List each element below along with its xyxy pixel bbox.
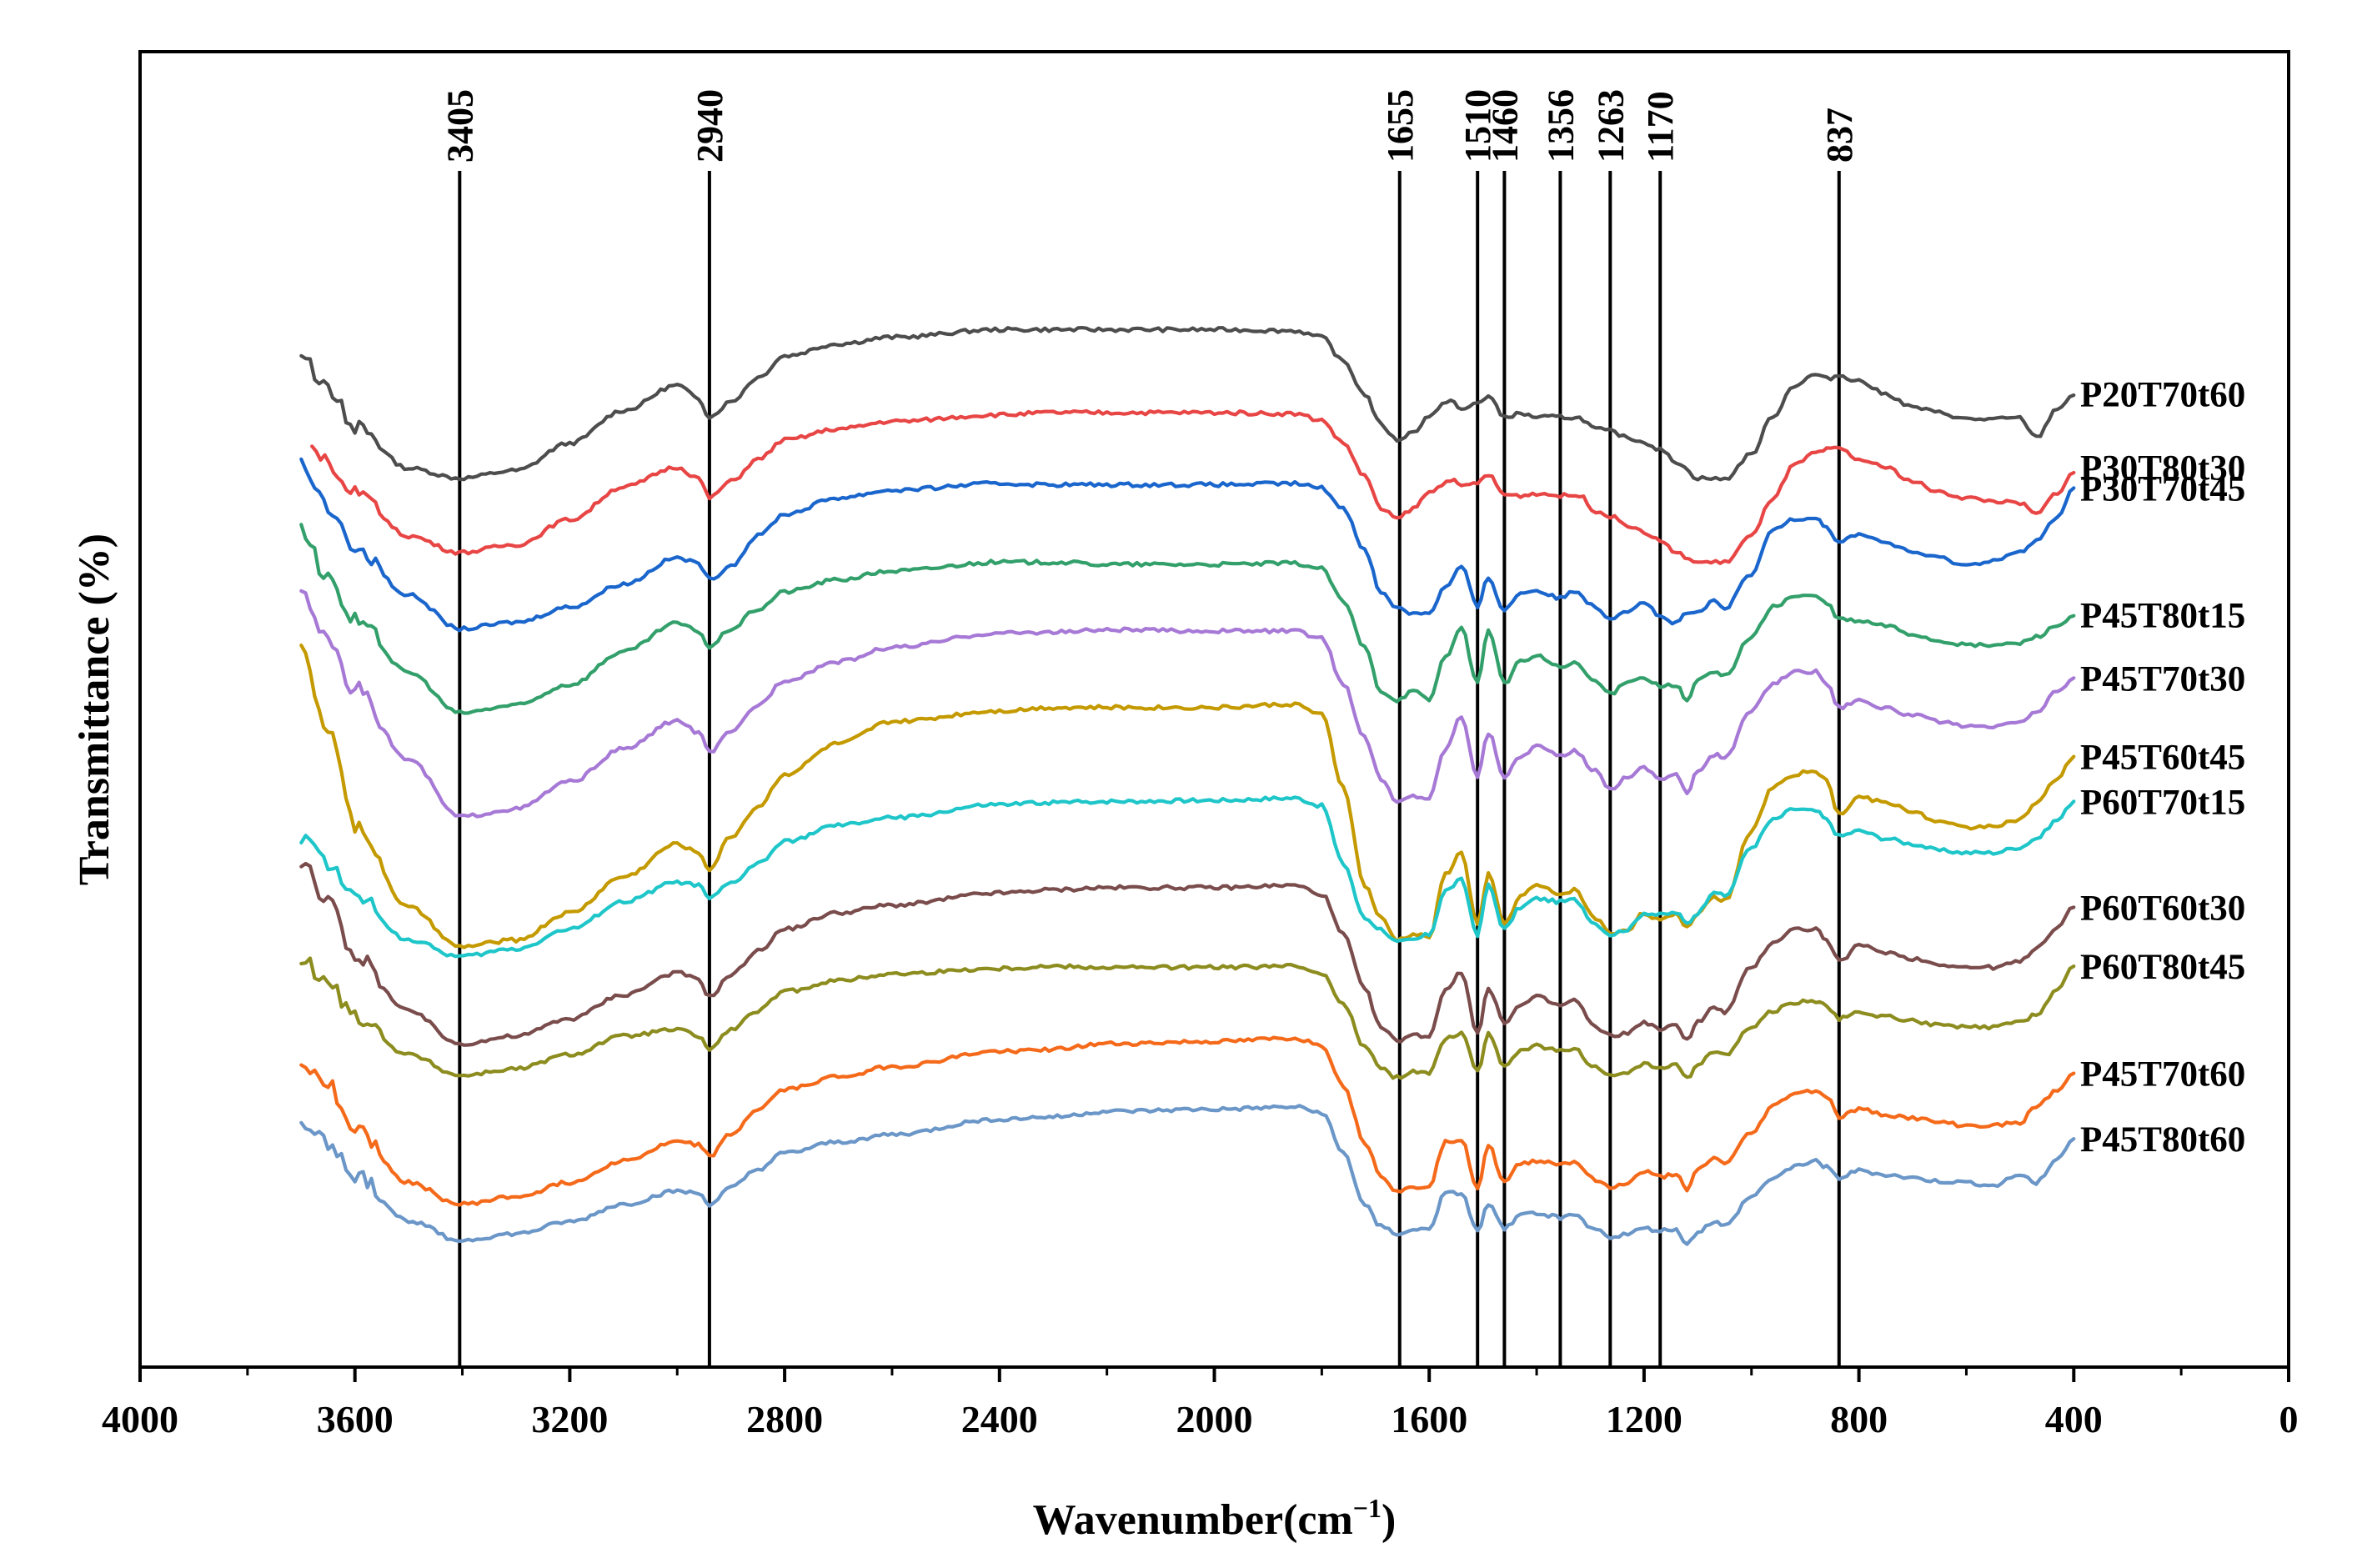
x-tick-label: 4000 bbox=[102, 1398, 178, 1440]
series-line-P45T60t45 bbox=[299, 644, 2076, 949]
series-label-P30T70t45: P30T70t45 bbox=[2080, 469, 2245, 508]
peak-label-3405: 3405 bbox=[439, 89, 480, 163]
x-tick-label: 400 bbox=[2045, 1398, 2103, 1440]
x-tick-label: 1600 bbox=[1391, 1398, 1467, 1440]
x-tick-label: 3200 bbox=[531, 1398, 608, 1440]
series-line-P45T80t15 bbox=[299, 523, 2076, 715]
series-label-P60T80t45: P60T80t45 bbox=[2080, 948, 2245, 987]
series-label-P60T70t15: P60T70t15 bbox=[2080, 783, 2245, 822]
peak-label-2940: 2940 bbox=[690, 89, 730, 163]
peak-label-1263: 1263 bbox=[1590, 89, 1631, 163]
x-tick-label: 1200 bbox=[1606, 1398, 1682, 1440]
series-line-P30T80t30 bbox=[310, 408, 2076, 565]
y-axis-label: Transmittance (%) bbox=[71, 534, 118, 885]
series-line-P60T60t30 bbox=[299, 861, 2076, 1047]
x-tick-label: 0 bbox=[2279, 1398, 2299, 1440]
series-label-P45T60t45: P45T60t45 bbox=[2080, 739, 2245, 778]
series-line-P60T70t15 bbox=[299, 795, 2076, 959]
series-line-P30T70t45 bbox=[299, 457, 2076, 633]
series-group bbox=[299, 326, 2076, 1246]
series-label-P60T60t30: P60T60t30 bbox=[2080, 889, 2245, 928]
series-line-P60T80t45 bbox=[299, 956, 2076, 1080]
series-label-P45T70t60: P45T70t60 bbox=[2080, 1055, 2245, 1095]
peak-label-1170: 1170 bbox=[1640, 91, 1681, 163]
series-label-P45T70t30: P45T70t30 bbox=[2080, 659, 2245, 699]
peak-label-837: 837 bbox=[1819, 108, 1860, 163]
peak-label-1510: 1510 bbox=[1457, 89, 1498, 163]
x-tick-label: 3600 bbox=[317, 1398, 394, 1440]
axes-group: 4000 3600 3200 2800 2400 2000 1600 1200 800 400 0 bbox=[102, 50, 2299, 1440]
x-tick-label: 2400 bbox=[961, 1398, 1038, 1440]
x-tick-label: 2000 bbox=[1176, 1398, 1253, 1440]
x-tick-label: 800 bbox=[1830, 1398, 1888, 1440]
peak-label-1356: 1356 bbox=[1540, 89, 1581, 163]
peak-label-1460: 1460 bbox=[1484, 89, 1525, 163]
series-line-P20T70t60 bbox=[299, 326, 2076, 482]
x-tick-label: 2800 bbox=[746, 1398, 823, 1440]
series-label-P45T80t60: P45T80t60 bbox=[2080, 1120, 2245, 1160]
peak-label-1655: 1655 bbox=[1380, 89, 1421, 163]
series-label-P45T80t15: P45T80t15 bbox=[2080, 596, 2245, 635]
series-label-P30T80t30: P30T80t30 bbox=[2080, 448, 2245, 488]
series-label-P20T70t60: P20T70t60 bbox=[2080, 376, 2245, 415]
x-axis-label: Wavenumber(cm−1) bbox=[1033, 1493, 1397, 1544]
series-line-P45T80t60 bbox=[299, 1104, 2076, 1246]
series-line-P45T70t30 bbox=[299, 589, 2076, 819]
series-line-P45T70t60 bbox=[299, 1035, 2076, 1207]
